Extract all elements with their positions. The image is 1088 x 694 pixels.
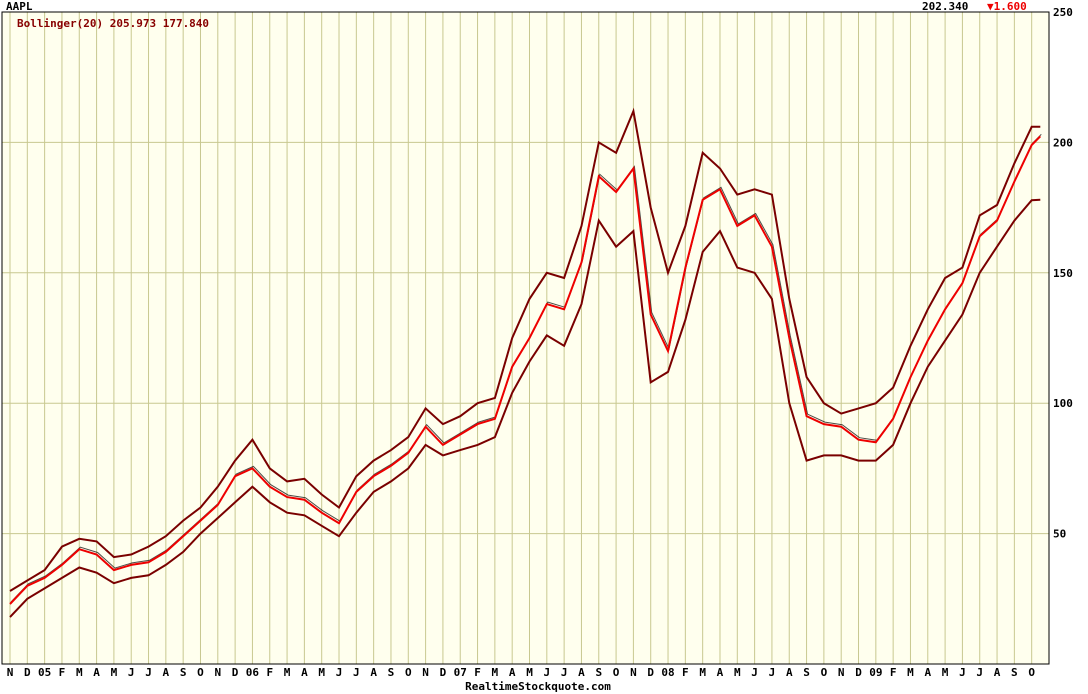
x-tick-label: F bbox=[59, 666, 66, 679]
bollinger-lower-band bbox=[9, 198, 1041, 618]
x-tick-label: S bbox=[803, 666, 810, 679]
x-tick-label: S bbox=[595, 666, 602, 679]
x-tick-label: J bbox=[336, 666, 343, 679]
x-tick-label: F bbox=[474, 666, 481, 679]
x-tick-label: S bbox=[388, 666, 395, 679]
x-tick-label: J bbox=[145, 666, 152, 679]
x-tick-label: F bbox=[682, 666, 689, 679]
y-tick-label: 200 bbox=[1053, 136, 1073, 149]
x-tick-label: A bbox=[924, 666, 931, 679]
x-tick-label: M bbox=[76, 666, 83, 679]
x-tick-label: N bbox=[422, 666, 429, 679]
x-tick-label: M bbox=[492, 666, 499, 679]
x-tick-label: N bbox=[838, 666, 845, 679]
x-tick-label: A bbox=[786, 666, 793, 679]
x-tick-label: F bbox=[890, 666, 897, 679]
plot-frame bbox=[1, 11, 1050, 665]
x-tick-label: A bbox=[301, 666, 308, 679]
x-tick-label: 05 bbox=[38, 666, 51, 679]
x-tick-label: M bbox=[318, 666, 325, 679]
y-tick-label: 250 bbox=[1053, 6, 1073, 19]
x-tick-label: N bbox=[7, 666, 14, 679]
x-tick-label: J bbox=[353, 666, 360, 679]
x-tick-label: J bbox=[561, 666, 568, 679]
x-tick-label: M bbox=[284, 666, 291, 679]
x-tick-label: D bbox=[24, 666, 31, 679]
y-tick-label: 50 bbox=[1053, 528, 1066, 541]
price-line bbox=[9, 135, 1042, 605]
x-tick-label: O bbox=[197, 666, 204, 679]
x-tick-label: M bbox=[111, 666, 118, 679]
x-tick-label: D bbox=[647, 666, 654, 679]
x-tick-label: 09 bbox=[869, 666, 882, 679]
x-tick-label: N bbox=[630, 666, 637, 679]
x-tick-label: D bbox=[232, 666, 239, 679]
x-tick-label: A bbox=[578, 666, 585, 679]
ticker-symbol: AAPL bbox=[6, 0, 33, 13]
price-change: ▼1.600 bbox=[987, 0, 1027, 13]
x-tick-label: J bbox=[751, 666, 758, 679]
x-tick-label: M bbox=[734, 666, 741, 679]
x-tick-label: M bbox=[526, 666, 533, 679]
x-tick-label: S bbox=[1011, 666, 1018, 679]
indicator-label: Bollinger(20) 205.973 177.840 bbox=[17, 17, 209, 30]
x-tick-label: D bbox=[855, 666, 862, 679]
x-tick-label: A bbox=[163, 666, 170, 679]
x-tick-label: A bbox=[717, 666, 724, 679]
x-tick-label: O bbox=[821, 666, 828, 679]
x-tick-label: J bbox=[959, 666, 966, 679]
x-tick-label: M bbox=[942, 666, 949, 679]
x-tick-label: 06 bbox=[246, 666, 260, 679]
bollinger-upper-band bbox=[9, 107, 1041, 592]
x-tick-label: D bbox=[440, 666, 447, 679]
x-tick-label: S bbox=[180, 666, 187, 679]
x-tick-label: M bbox=[907, 666, 914, 679]
x-tick-label: J bbox=[976, 666, 983, 679]
x-tick-label: 08 bbox=[661, 666, 674, 679]
plot-area bbox=[2, 12, 1049, 664]
x-tick-label: O bbox=[1028, 666, 1035, 679]
x-tick-label: J bbox=[128, 666, 135, 679]
x-tick-label: 07 bbox=[454, 666, 467, 679]
last-price: 202.340 bbox=[922, 0, 968, 13]
x-tick-label: O bbox=[613, 666, 620, 679]
y-tick-label: 150 bbox=[1053, 267, 1073, 280]
x-tick-label: A bbox=[509, 666, 516, 679]
x-tick-label: J bbox=[544, 666, 551, 679]
x-tick-label: N bbox=[214, 666, 221, 679]
y-tick-label: 100 bbox=[1053, 397, 1073, 410]
x-tick-label: M bbox=[699, 666, 706, 679]
x-tick-label: A bbox=[93, 666, 100, 679]
x-tick-label: F bbox=[266, 666, 273, 679]
x-tick-label: A bbox=[994, 666, 1001, 679]
source-credit: RealtimeStockquote.com bbox=[465, 680, 611, 693]
x-tick-label: O bbox=[405, 666, 412, 679]
x-tick-label: A bbox=[370, 666, 377, 679]
x-tick-label: J bbox=[769, 666, 776, 679]
